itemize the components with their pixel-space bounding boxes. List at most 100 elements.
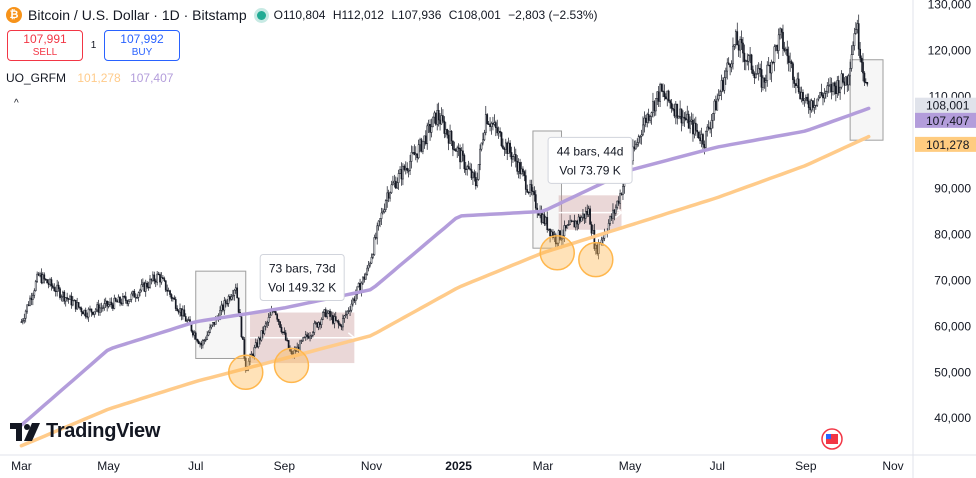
candle-body (690, 119, 693, 122)
candle (366, 265, 369, 276)
candle-body (203, 339, 206, 342)
candle-body (52, 285, 54, 288)
candle (609, 215, 611, 226)
candle-body (776, 45, 779, 51)
market-status-icon[interactable] (256, 10, 266, 20)
economic-event-icon[interactable] (821, 428, 843, 450)
candle-body (784, 48, 787, 51)
candle (792, 61, 794, 88)
candle (242, 336, 244, 340)
candle-body (707, 126, 710, 129)
candle (500, 131, 503, 148)
indicator-name: UO_GRFM (6, 71, 66, 85)
candle-body (529, 184, 531, 193)
candle (676, 103, 679, 125)
candle-body (69, 295, 71, 300)
candle-body (506, 142, 509, 154)
tradingview-logo[interactable]: TradingView (10, 420, 160, 443)
candle (99, 303, 101, 316)
candle-body (483, 132, 486, 141)
candle-body (342, 318, 344, 328)
candle (787, 46, 790, 72)
candle-body (389, 192, 391, 199)
candle-body (564, 225, 567, 229)
candle-body (302, 337, 304, 342)
candle-body (716, 98, 719, 111)
candle (334, 311, 337, 322)
candle-body (530, 184, 533, 192)
candle-body (96, 304, 99, 311)
candle-body (582, 213, 584, 218)
candle (84, 307, 87, 319)
candle-body (199, 342, 201, 345)
candle-body (132, 290, 134, 295)
candle-body (480, 142, 483, 150)
time-tick-label: Nov (361, 459, 382, 473)
candle (63, 290, 66, 305)
candle (140, 279, 143, 293)
time-axis[interactable]: Mar May Jul Sep Nov 2025 Mar May Jul Sep Nov (11, 428, 904, 473)
candle-body (369, 262, 371, 266)
candle-body (864, 81, 867, 84)
slow-ma-label: 101,278 (926, 138, 970, 152)
candle (757, 62, 760, 81)
candle-body (559, 230, 561, 240)
candle-body (642, 124, 644, 136)
candle (499, 127, 501, 137)
candle-body (736, 31, 739, 46)
candle (494, 120, 497, 137)
candle-body (579, 216, 581, 222)
candle (352, 297, 354, 307)
candle-body (780, 28, 783, 33)
candle-body (134, 297, 137, 299)
candle-body (177, 310, 180, 313)
candle-body (444, 129, 447, 134)
candle (384, 199, 387, 213)
candle-body (549, 228, 551, 237)
sell-button[interactable]: 107,991 SELL (7, 30, 83, 61)
candle (649, 115, 651, 124)
candle (812, 100, 814, 112)
collapse-legend-icon[interactable]: ^ (14, 98, 19, 109)
candle-body (846, 76, 849, 86)
candle-body (339, 323, 341, 326)
candle-body (617, 200, 620, 204)
candle (313, 320, 316, 336)
candle-body (839, 86, 841, 94)
buy-button[interactable]: 107,992 BUY (104, 30, 180, 61)
indicator-legend[interactable]: UO_GRFM 101,278 107,407 (6, 71, 173, 85)
symbol-title[interactable]: Bitcoin / U.S. Dollar · 1D · Bitstamp (28, 7, 247, 23)
candle-body (856, 23, 859, 30)
price-axis[interactable]: 130,000120,000110,000100,00090,00080,000… (915, 0, 976, 425)
candle-body (24, 310, 27, 319)
candle-body (830, 83, 833, 93)
candle (667, 89, 670, 103)
candle-body (772, 61, 774, 64)
candle-body (403, 165, 406, 170)
candle (276, 313, 279, 322)
candle-body (284, 332, 287, 341)
time-tick-label: Mar (533, 459, 554, 473)
candle-body (790, 61, 793, 64)
candle-body (687, 113, 690, 129)
candle-body (770, 61, 773, 74)
candle-body (244, 357, 247, 372)
candle (367, 260, 370, 272)
candle (682, 110, 684, 127)
candle-body (89, 308, 91, 310)
candle (342, 314, 344, 331)
candle-body (643, 117, 646, 126)
candle (669, 99, 671, 109)
candle-body (423, 135, 426, 142)
candle (347, 307, 350, 314)
candle (563, 220, 566, 242)
candle-body (223, 300, 226, 311)
candle (94, 307, 97, 315)
candle (309, 332, 311, 342)
candle-body (572, 220, 574, 222)
candle (780, 28, 783, 39)
candle-body (349, 309, 351, 312)
candle-body (750, 54, 753, 71)
candle (29, 295, 31, 307)
